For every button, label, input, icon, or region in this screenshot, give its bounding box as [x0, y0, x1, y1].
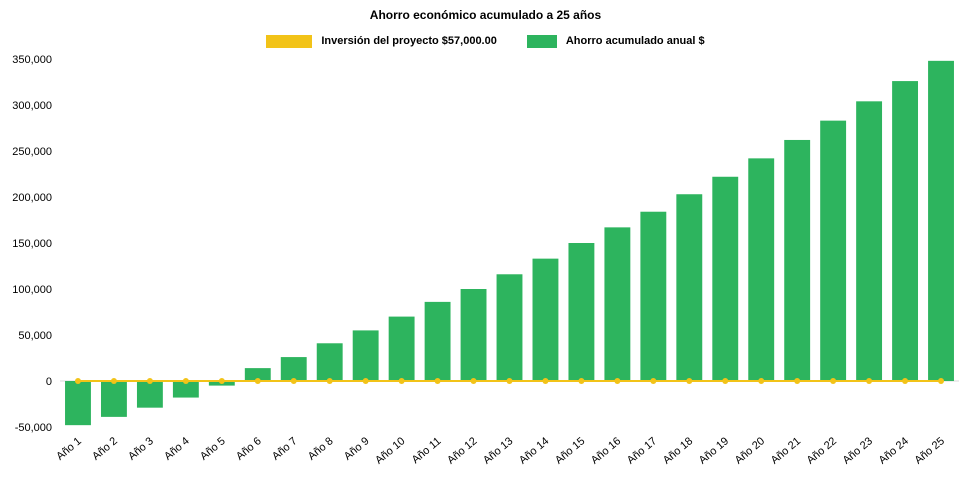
- x-tick-label: Año 14: [517, 435, 551, 467]
- x-tick-label: Año 23: [841, 435, 875, 467]
- x-tick-label: Año 4: [162, 435, 192, 463]
- bar-año-14: [532, 258, 559, 381]
- y-tick-label: -50,000: [15, 422, 52, 434]
- bar-año-11: [424, 301, 451, 381]
- x-tick-label: Año 9: [342, 435, 372, 463]
- investment-line-marker: [578, 378, 585, 384]
- investment-line-marker: [506, 378, 513, 384]
- y-tick-label: 100,000: [12, 284, 52, 296]
- x-tick-label: Año 25: [913, 435, 947, 467]
- chart-legend: Inversión del proyecto $57,000.00 Ahorro…: [0, 31, 971, 51]
- bar-año-18: [676, 194, 703, 381]
- bar-año-8: [316, 343, 343, 381]
- investment-line-marker: [758, 378, 765, 384]
- investment-line-marker: [362, 378, 369, 384]
- investment-line-marker: [686, 378, 693, 384]
- x-tick-label: Año 2: [90, 435, 120, 463]
- bar-año-23: [856, 101, 883, 381]
- investment-line-marker: [110, 378, 117, 384]
- investment-line-marker: [398, 378, 405, 384]
- x-tick-label: Año 12: [445, 435, 479, 467]
- bar-año-13: [496, 274, 523, 381]
- x-tick-label: Año 1: [54, 435, 84, 463]
- x-tick-label: Año 10: [373, 435, 407, 467]
- y-tick-label: 150,000: [12, 238, 52, 250]
- x-tick-label: Año 24: [877, 435, 911, 467]
- investment-line-marker: [794, 378, 801, 384]
- investment-line-marker: [470, 378, 477, 384]
- investment-line-marker: [902, 378, 909, 384]
- x-tick-label: Año 8: [306, 435, 336, 463]
- investment-line-marker: [722, 378, 729, 384]
- y-tick-label: 250,000: [12, 146, 52, 158]
- x-tick-label: Año 19: [697, 435, 731, 467]
- investment-swatch-icon: [266, 34, 313, 48]
- bar-año-3: [136, 381, 163, 408]
- x-tick-label: Año 15: [553, 435, 587, 467]
- x-tick-label: Año 6: [234, 435, 264, 463]
- investment-line-marker: [866, 378, 873, 384]
- x-tick-label: Año 22: [805, 435, 839, 467]
- x-tick-label: Año 5: [198, 435, 228, 463]
- bar-año-22: [820, 120, 847, 381]
- investment-line-marker: [938, 378, 945, 384]
- investment-line-marker: [290, 378, 297, 384]
- bar-año-21: [784, 139, 811, 381]
- bar-año-16: [604, 227, 631, 381]
- bar-año-9: [352, 330, 379, 381]
- investment-line-marker: [254, 378, 261, 384]
- legend-label-savings: Ahorro acumulado anual $: [565, 35, 705, 47]
- x-tick-label: Año 21: [769, 435, 803, 467]
- bar-año-19: [712, 176, 739, 381]
- bar-chart-plot: -50,000 0 50,000 100,000 150,000 200,000 250,0…: [12, 54, 959, 467]
- investment-line-marker: [218, 378, 225, 384]
- legend-item-savings: Ahorro acumulado anual $: [526, 34, 705, 48]
- y-tick-label: 200,000: [12, 192, 52, 204]
- investment-line-marker: [182, 378, 189, 384]
- legend-item-investment: Inversión del proyecto $57,000.00: [266, 34, 497, 48]
- investment-line-marker: [830, 378, 837, 384]
- bar-año-17: [640, 211, 667, 381]
- y-tick-label: 0: [46, 376, 52, 388]
- bar-año-4: [172, 381, 199, 398]
- bar-año-24: [892, 81, 919, 381]
- bar-año-7: [280, 357, 307, 381]
- y-tick-label: 300,000: [12, 100, 52, 112]
- bar-año-12: [460, 289, 487, 381]
- y-tick-label: 350,000: [12, 54, 52, 66]
- y-tick-label: 50,000: [18, 330, 52, 342]
- bar-año-2: [100, 381, 127, 417]
- x-tick-label: Año 20: [733, 435, 767, 467]
- savings-swatch-icon: [526, 34, 557, 48]
- x-tick-label: Año 7: [270, 435, 300, 463]
- investment-line-marker: [434, 378, 441, 384]
- chart-title: Ahorro económico acumulado a 25 años: [369, 8, 602, 22]
- investment-line-marker: [74, 378, 81, 384]
- investment-line-marker: [326, 378, 333, 384]
- investment-line-marker: [650, 378, 657, 384]
- investment-line-marker: [614, 378, 621, 384]
- x-tick-label: Año 13: [481, 435, 515, 467]
- bar-año-6: [244, 368, 271, 381]
- bar-año-1: [65, 381, 91, 426]
- bar-año-25: [928, 60, 954, 382]
- bar-año-20: [748, 158, 775, 381]
- investment-line-marker: [146, 378, 153, 384]
- x-tick-label: Año 11: [410, 435, 444, 466]
- x-tick-label: Año 16: [589, 435, 623, 467]
- legend-label-investment: Inversión del proyecto $57,000.00: [321, 35, 497, 47]
- x-tick-label: Año 3: [126, 435, 156, 463]
- x-tick-label: Año 17: [625, 435, 659, 467]
- investment-line-marker: [542, 378, 549, 384]
- bar-año-15: [568, 243, 595, 381]
- x-tick-label: Año 18: [661, 435, 695, 467]
- bar-año-10: [388, 316, 415, 381]
